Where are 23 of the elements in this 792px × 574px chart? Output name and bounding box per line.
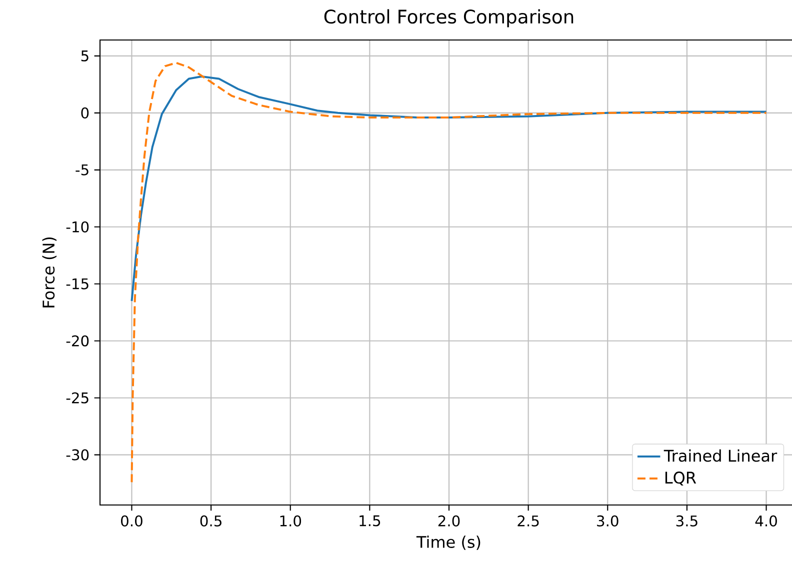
y-tick-label: -20 [66, 335, 89, 346]
line-series [130, 75, 768, 302]
y-tick-label: -5 [76, 164, 88, 176]
y-tick-label: 5 [81, 50, 88, 62]
x-tick-label: 3.0 [597, 515, 618, 526]
x-tick-label: 1.0 [280, 515, 302, 526]
y-tick-label: -15 [66, 278, 88, 290]
legend-label: LQR [665, 472, 696, 486]
x-tick-label: 0.5 [200, 515, 222, 526]
x-tick-label: 3.5 [676, 515, 698, 526]
chart-title: Control Forces Comparison [324, 9, 574, 28]
legend-label: Trained Linear [664, 449, 778, 462]
x-tick-label: 4.0 [755, 515, 777, 526]
x-axis-title: Time (s) [416, 536, 480, 550]
y-tick-label: -25 [66, 392, 88, 404]
y-axis-title: Force (N) [42, 237, 56, 308]
y-tick-label: -10 [66, 221, 89, 232]
x-tick-label: 2.0 [438, 515, 460, 526]
x-tick-label: 1.5 [360, 515, 380, 526]
x-tick-label: 0.0 [121, 515, 142, 526]
x-tick-label: 2.5 [518, 515, 539, 526]
y-tick-label: -30 [66, 449, 89, 460]
y-tick-label: 0 [81, 107, 89, 118]
